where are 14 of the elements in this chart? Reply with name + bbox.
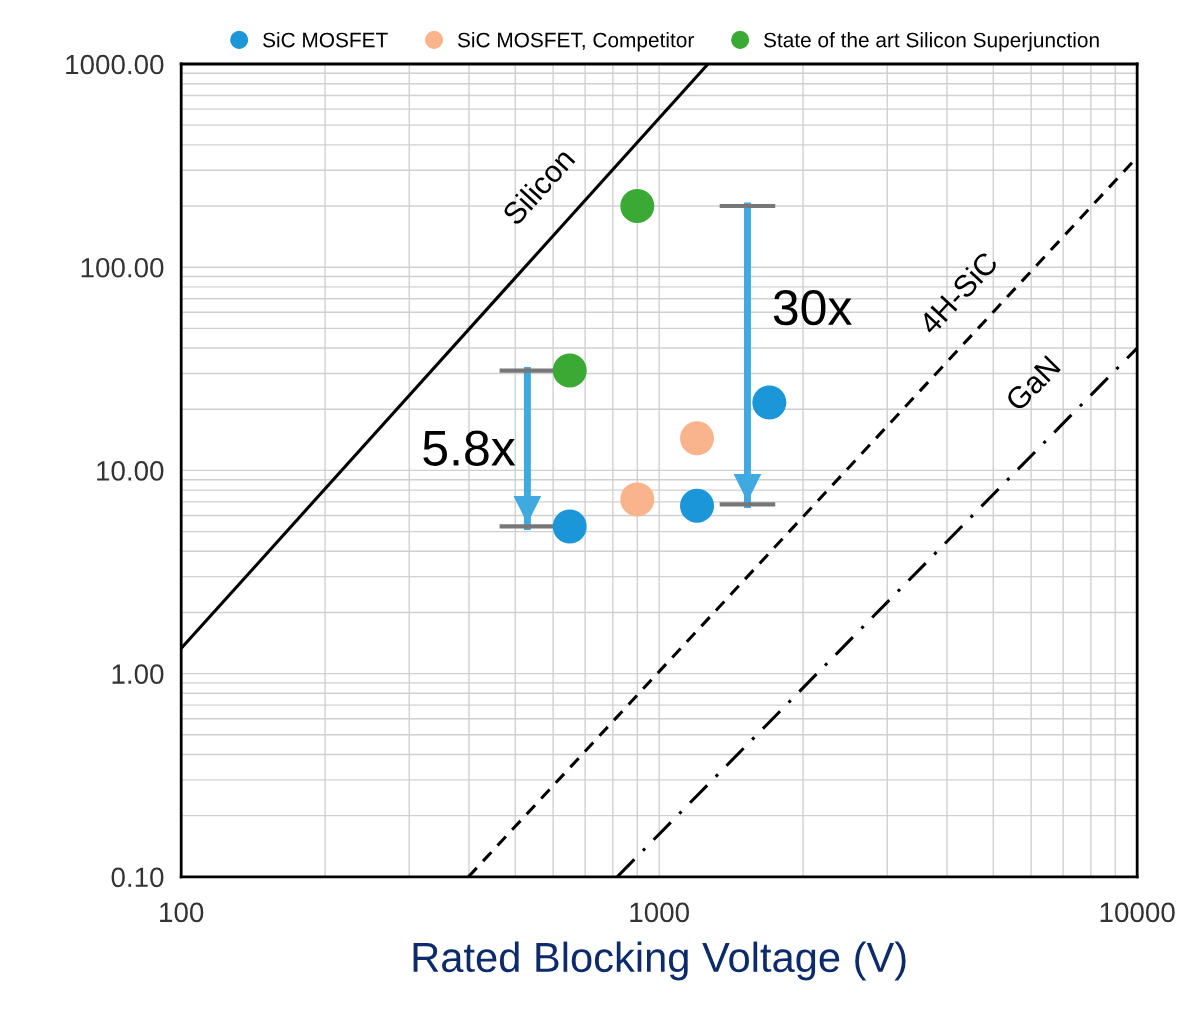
x-tick-label: 10000	[1100, 902, 1175, 923]
legend-label: State of the art Silicon Superjunction	[763, 32, 1099, 52]
y-tick-label: 100.00	[81, 257, 164, 278]
x-axis-title: Rated Blocking Voltage (V)	[413, 941, 906, 981]
x-tick-label: 100	[160, 902, 204, 923]
legend-label: SiC MOSFET, Competitor	[457, 32, 694, 52]
annotation: 5.8x	[423, 430, 516, 466]
legend-label: SiC MOSFET	[263, 32, 388, 48]
x-tick-label: 1000	[630, 902, 689, 923]
y-tick-label: 0.10	[111, 867, 164, 888]
y-tick-label: 10.00	[97, 461, 164, 481]
y-tick-label: 1000.00	[66, 54, 164, 75]
annotation: 30x	[773, 289, 852, 326]
y-tick-label: 1.00	[112, 664, 164, 684]
